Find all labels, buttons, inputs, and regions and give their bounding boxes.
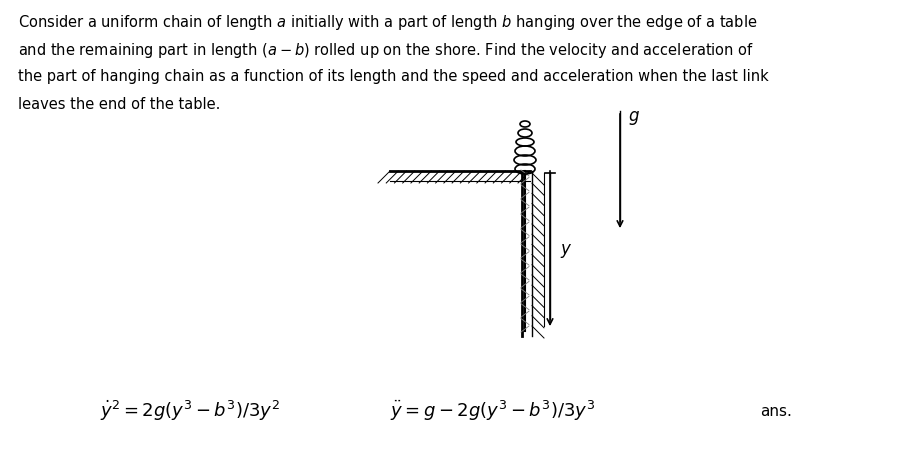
Text: leaves the end of the table.: leaves the end of the table.: [18, 97, 220, 112]
Text: ans.: ans.: [760, 404, 792, 419]
Text: the part of hanging chain as a function of its length and the speed and accelera: the part of hanging chain as a function …: [18, 69, 769, 84]
Text: $y$: $y$: [560, 242, 573, 260]
Text: $g$: $g$: [628, 109, 640, 127]
Text: Consider a uniform chain of length $a$ initially with a part of length $b$ hangi: Consider a uniform chain of length $a$ i…: [18, 13, 757, 32]
Text: $\dot{y}^2 = 2g(y^3 - b^3)/3y^2$: $\dot{y}^2 = 2g(y^3 - b^3)/3y^2$: [100, 399, 280, 423]
Text: $\ddot{y} = g - 2g(y^3 - b^3)/3y^3$: $\ddot{y} = g - 2g(y^3 - b^3)/3y^3$: [390, 399, 595, 423]
Text: and the remaining part in length $(a - b)$ rolled up on the shore. Find the velo: and the remaining part in length $(a - b…: [18, 41, 754, 60]
